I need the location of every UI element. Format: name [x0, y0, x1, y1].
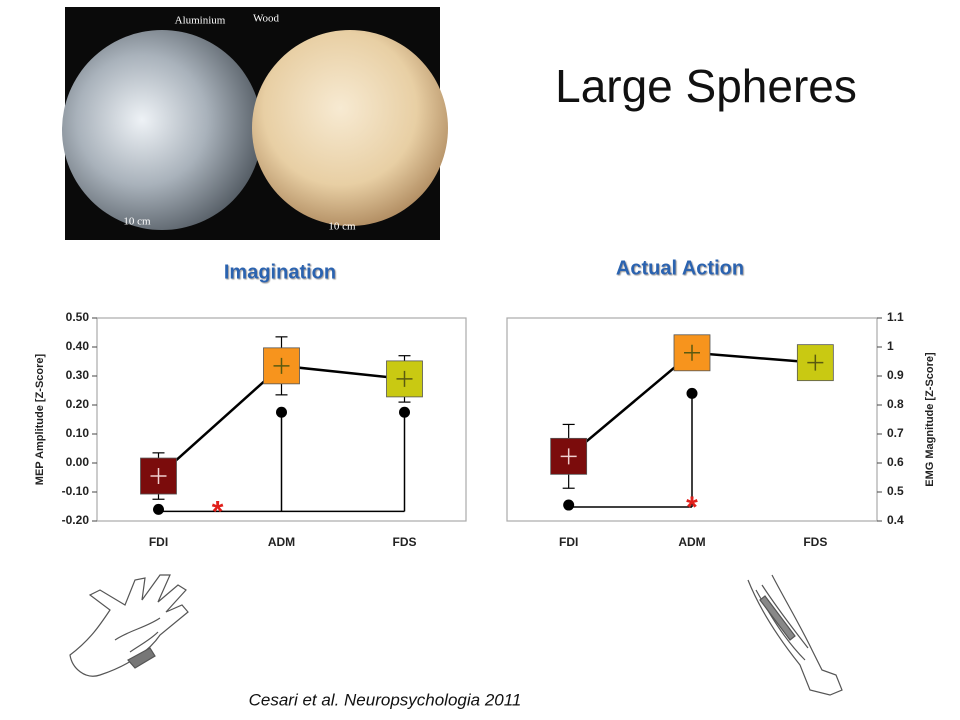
- y-tick-label: 0.6: [887, 455, 904, 469]
- photo-label: 10 cm: [328, 221, 356, 233]
- y-tick-label: 0.8: [887, 397, 904, 411]
- chart: Imagination -0.20 -0.10 0.00 0.10 0.20 0.30 0.4…: [34, 261, 467, 549]
- x-tick-label: ADM: [268, 535, 295, 549]
- y-tick-label: 0.10: [66, 426, 90, 440]
- mean-cross: [560, 448, 577, 465]
- mean-cross: [684, 344, 700, 361]
- y-tick-label: 0.5: [887, 484, 904, 498]
- mean-cross: [396, 370, 413, 387]
- y-tick-label: 0.20: [66, 397, 90, 411]
- mean-cross: [273, 357, 290, 374]
- photo-label: Wood: [253, 13, 280, 25]
- annotation: *: [686, 491, 698, 524]
- y-tick-label: 0.4: [887, 513, 904, 527]
- x-tick-label: FDS: [803, 535, 827, 549]
- y-axis-label: EMG Magnitude [Z-Score]: [924, 352, 936, 487]
- y-axis-label: MEP Amplitude [Z-Score]: [34, 353, 46, 485]
- dot: [563, 499, 575, 511]
- mean-box: [673, 334, 711, 372]
- dot: [399, 406, 410, 418]
- y-tick-label: 1: [887, 339, 894, 353]
- hand-sketch: [69, 574, 189, 677]
- y-tick-label: 0.9: [887, 368, 904, 382]
- y-tick-label: 1.1: [887, 310, 904, 324]
- plot-frame: [96, 317, 467, 522]
- plot-frame: [506, 317, 878, 522]
- photo: Aluminium Wood 10 cm 10 cm: [62, 7, 448, 240]
- chart-title: Imagination: [224, 261, 336, 283]
- x-tick-label: FDI: [149, 535, 168, 549]
- citation: Cesari et al. Neuropsychologia 2011: [249, 690, 522, 709]
- forearm-sketch: [747, 574, 843, 696]
- y-tick-label: 0.00: [66, 455, 90, 469]
- x-tick-label: FDS: [393, 535, 417, 549]
- annotation: *: [212, 495, 224, 528]
- chart-title: Actual Action: [616, 257, 744, 279]
- y-tick-label: -0.20: [62, 513, 90, 527]
- photo-label: 10 cm: [123, 216, 151, 228]
- y-tick-label: 0.40: [66, 339, 90, 353]
- dot: [153, 503, 164, 515]
- photo-label: Aluminium: [175, 15, 226, 27]
- x-tick-label: ADM: [678, 535, 705, 549]
- dot: [686, 387, 698, 399]
- chart: Actual Action 0.4 0.5 0.6 0.7 0.8 0.9 1 1.1 EMG M…: [506, 257, 936, 549]
- y-tick-label: 0.30: [66, 368, 90, 382]
- y-tick-label: 0.7: [887, 426, 904, 440]
- aluminium-sphere: [62, 30, 262, 230]
- wood-sphere: [252, 30, 448, 226]
- slide-title: Large Spheres: [555, 60, 857, 112]
- mean-cross: [807, 354, 824, 371]
- y-tick-label: 0.50: [66, 310, 90, 324]
- mean-cross: [150, 468, 167, 485]
- x-tick-label: FDI: [559, 535, 578, 549]
- dot: [276, 406, 287, 418]
- y-tick-label: -0.10: [62, 484, 90, 498]
